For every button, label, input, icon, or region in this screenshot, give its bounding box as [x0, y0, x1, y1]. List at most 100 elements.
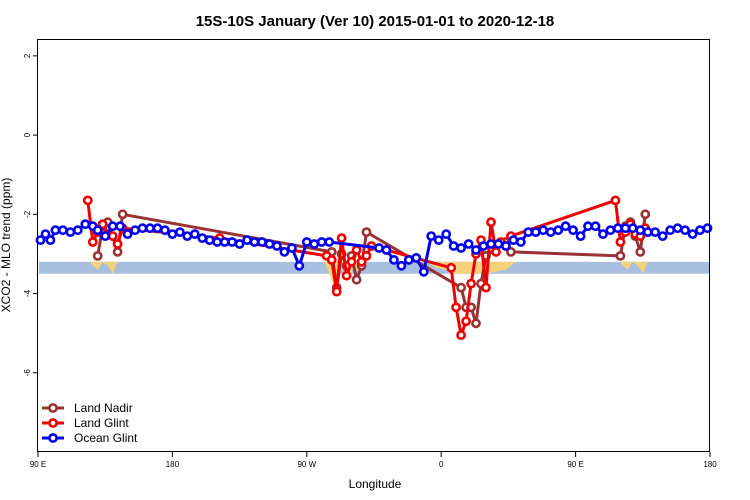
ocean-glint-point	[286, 243, 297, 253]
ocean-glint-point	[657, 231, 668, 241]
ocean-glint-point	[403, 254, 414, 265]
ocean-glint-point	[560, 221, 571, 232]
ocean-glint-point	[568, 225, 578, 236]
ocean-glint-point	[152, 223, 163, 234]
ocean-glint-point	[441, 229, 452, 239]
legend-swatch-marker	[48, 403, 58, 413]
land-glint-point	[615, 237, 626, 247]
land-glint-point	[356, 256, 367, 267]
ocean-glint-point	[197, 233, 208, 243]
ocean-glint-point	[204, 235, 215, 245]
ocean-glint-point	[271, 241, 282, 251]
land-nadir-point	[117, 209, 128, 220]
ocean-glint-point	[257, 237, 267, 247]
legend-label: Land Nadir	[74, 401, 133, 415]
ocean-glint-point	[672, 223, 683, 234]
ocean-glint-point	[650, 227, 661, 237]
ocean-glint-point	[234, 239, 245, 249]
ocean-glint-point	[115, 221, 125, 232]
land-glint-point	[481, 282, 491, 293]
ocean-glint-point	[264, 239, 275, 249]
ocean-glint-point	[374, 243, 384, 253]
ocean-glint-point	[605, 225, 616, 236]
land-glint-point	[107, 231, 118, 241]
ocean-glint-point	[530, 227, 541, 237]
land-glint-point	[97, 219, 108, 230]
ocean-glint-point	[478, 241, 489, 251]
ocean-glint-point	[279, 246, 290, 257]
ocean-glint-point	[45, 235, 56, 245]
land-nadir-point	[635, 246, 646, 257]
x-tick-label: 180	[703, 460, 717, 469]
legend-item-land-glint: Land Glint	[42, 416, 129, 430]
ocean-glint-point	[242, 235, 252, 245]
shaded-region-0	[90, 261, 123, 274]
ocean-glint-point	[687, 229, 698, 239]
land-glint-point	[112, 239, 123, 249]
ocean-glint-point	[493, 239, 504, 249]
land-nadir-point	[456, 282, 466, 293]
ocean-glint-point	[316, 237, 327, 247]
land-nadir-point	[92, 250, 103, 261]
legend-label: Land Glint	[74, 416, 129, 430]
ocean-glint-point	[665, 225, 676, 236]
land-glint-point	[610, 195, 621, 206]
chart-title: 15S-10S January (Ver 10) 2015-01-01 to 2…	[196, 13, 555, 30]
y-tick-label: -2	[23, 210, 32, 218]
ocean-glint-point	[433, 235, 444, 245]
legend-swatch-marker	[48, 433, 58, 443]
ocean-glint-point	[515, 237, 526, 247]
ocean-glint-point	[35, 235, 46, 245]
land-glint-point	[331, 286, 342, 297]
series-ocean-glint	[35, 219, 713, 277]
ocean-glint-point	[294, 260, 305, 271]
ocean-glint-point	[145, 223, 155, 234]
ocean-glint-point	[583, 221, 593, 232]
ocean-glint-point	[130, 225, 140, 236]
y-tick-label: -4	[23, 289, 32, 297]
plot-frame	[37, 39, 710, 452]
x-tick-label: 90 E	[567, 460, 583, 469]
ocean-glint-point	[613, 223, 623, 234]
ocean-glint-point	[418, 266, 429, 277]
ocean-glint-point	[500, 241, 511, 251]
land-nadir-point	[351, 274, 362, 285]
ocean-glint-point	[388, 254, 399, 265]
x-axis-label: Longitude	[349, 477, 402, 491]
land-nadir-point	[471, 318, 481, 329]
ocean-glint-point	[249, 237, 260, 247]
x-tick-label: 90 W	[297, 460, 316, 469]
land-nadir-point	[640, 209, 651, 220]
x-tick-label: 180	[166, 460, 180, 469]
ocean-glint-point	[72, 225, 83, 236]
ocean-glint-point	[456, 243, 466, 253]
ocean-glint-point	[545, 227, 556, 237]
ocean-glint-point	[627, 223, 638, 234]
ocean-glint-point	[137, 223, 148, 234]
ocean-glint-point	[324, 237, 335, 247]
x-tick-label: 0	[439, 460, 444, 469]
reference-band	[39, 261, 709, 274]
land-glint-point	[361, 250, 372, 261]
ocean-glint-point	[471, 245, 481, 255]
ocean-glint-point	[426, 231, 437, 241]
land-glint-point	[461, 316, 471, 327]
ocean-glint-point	[598, 229, 608, 239]
ocean-glint-point	[523, 227, 534, 237]
plot-area	[35, 195, 713, 340]
ocean-glint-point	[381, 245, 392, 255]
land-nadir-point	[361, 227, 372, 237]
ocean-glint-point	[100, 231, 111, 241]
land-glint-point	[491, 246, 501, 257]
legend-item-ocean-glint: Ocean Glint	[42, 431, 138, 445]
ocean-glint-point	[122, 229, 133, 239]
land-glint-point	[82, 195, 93, 206]
ocean-glint-point	[159, 225, 170, 236]
x-tick-label: 90 E	[30, 460, 46, 469]
ocean-glint-point	[227, 237, 237, 247]
ocean-glint-point	[301, 237, 312, 247]
ocean-glint-point	[182, 231, 193, 241]
ocean-glint-point	[189, 229, 200, 239]
